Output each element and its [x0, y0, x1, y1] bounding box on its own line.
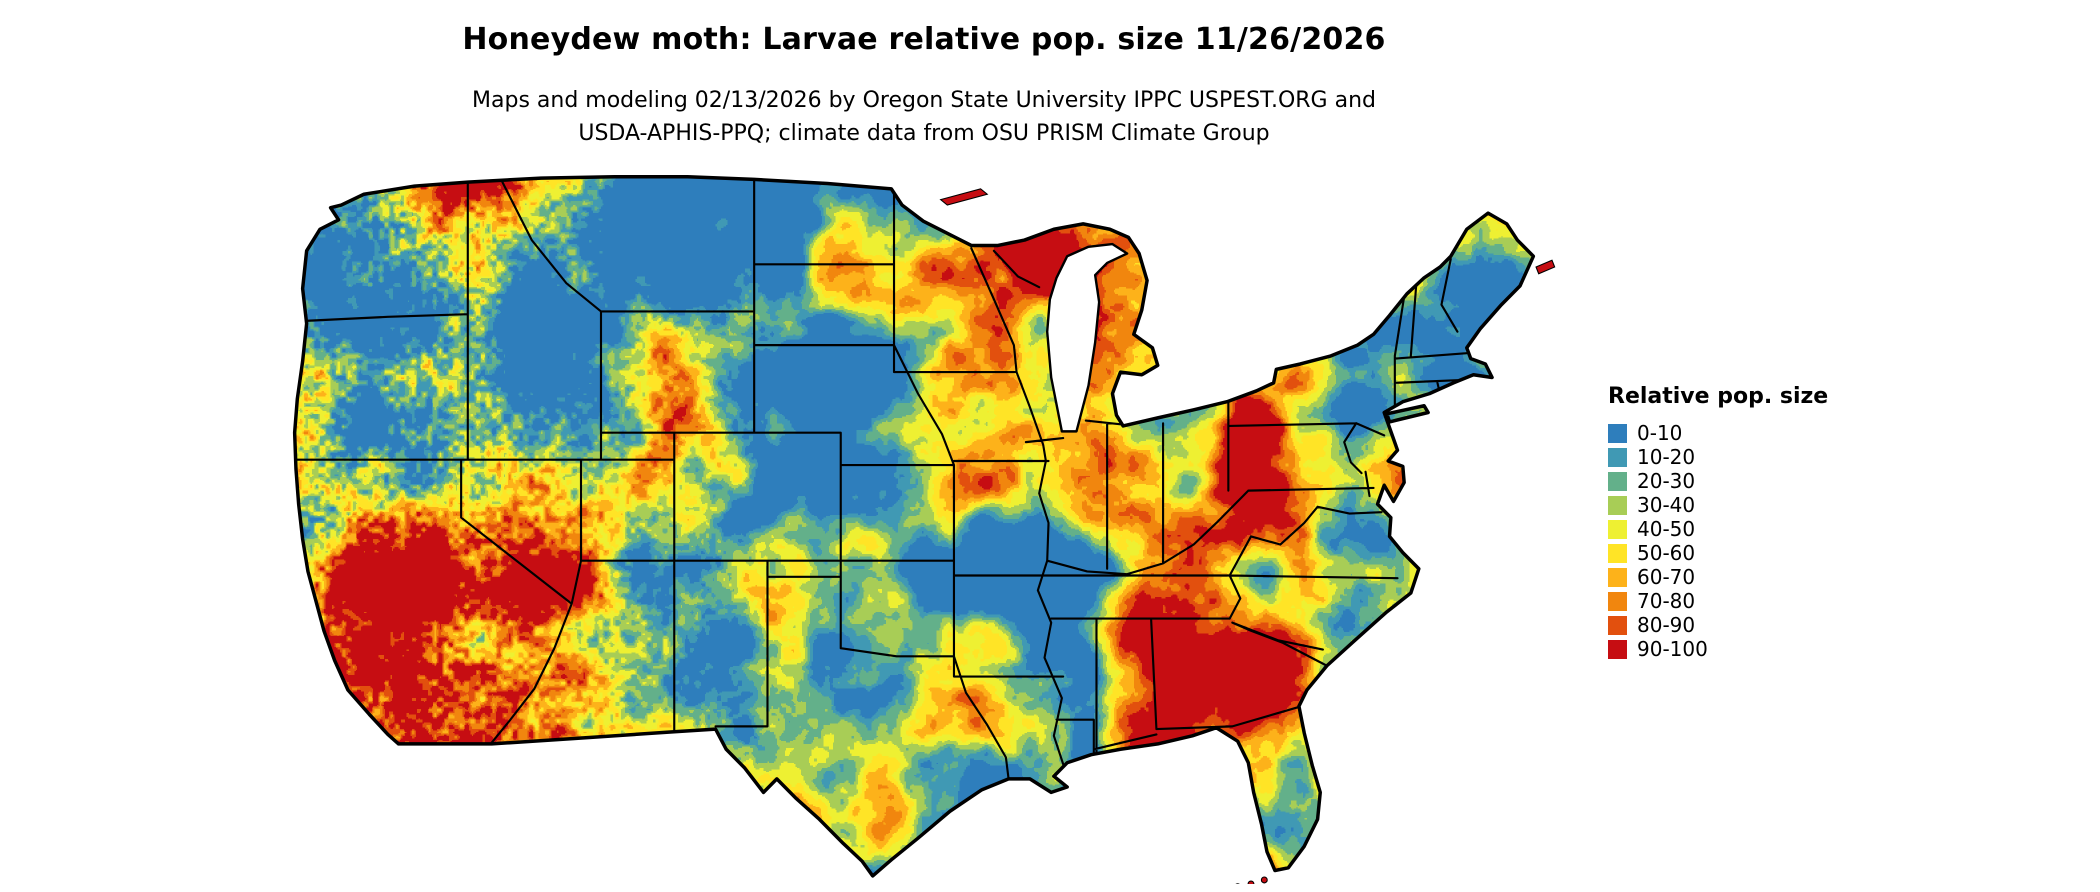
figure-subtitle-line2: USDA-APHIS-PPQ; climate data from OSU PR… — [578, 121, 1270, 146]
legend-swatch — [1608, 519, 1627, 539]
legend-swatch — [1608, 423, 1627, 443]
legend-label: 70-80 — [1637, 589, 1696, 613]
legend: Relative pop. size 0-10 10-20 20-30 30-40 40… — [1608, 384, 1828, 661]
legend-item: 50-60 — [1608, 541, 1828, 565]
legend-items: 0-10 10-20 20-30 30-40 40-50 50-60 60-70 70-80 8… — [1608, 421, 1828, 661]
legend-label: 0-10 — [1637, 421, 1683, 445]
florida-keys-fragment — [1235, 876, 1268, 884]
legend-item: 40-50 — [1608, 517, 1828, 541]
us-outline — [292, 174, 1536, 878]
legend-label: 10-20 — [1637, 445, 1696, 469]
legend-title: Relative pop. size — [1608, 384, 1829, 409]
isle-royale-fragment — [939, 188, 989, 206]
legend-label: 40-50 — [1637, 517, 1696, 541]
legend-item: 10-20 — [1608, 445, 1828, 469]
legend-label: 50-60 — [1637, 541, 1696, 565]
legend-swatch — [1608, 639, 1627, 659]
legend-item: 20-30 — [1608, 469, 1828, 493]
us-map-svg — [292, 174, 1556, 884]
legend-swatch — [1608, 543, 1627, 563]
legend-label: 90-100 — [1637, 637, 1708, 661]
lake-michigan — [1045, 242, 1129, 433]
legend-swatch — [1608, 471, 1627, 491]
legend-label: 20-30 — [1637, 469, 1696, 493]
population-raster — [294, 176, 1534, 876]
legend-label: 80-90 — [1637, 613, 1696, 637]
legend-item: 0-10 — [1608, 421, 1828, 445]
us-map — [268, 170, 1560, 884]
legend-item: 70-80 — [1608, 589, 1828, 613]
legend-item: 60-70 — [1608, 565, 1828, 589]
legend-swatch — [1608, 447, 1627, 467]
legend-item: 30-40 — [1608, 493, 1828, 517]
legend-swatch — [1608, 495, 1627, 515]
legend-swatch — [1608, 591, 1627, 611]
legend-swatch — [1608, 615, 1627, 635]
maine-coast-fragment — [1535, 259, 1556, 275]
legend-label: 60-70 — [1637, 565, 1696, 589]
legend-item: 90-100 — [1608, 637, 1828, 661]
figure-title: Honeydew moth: Larvae relative pop. size… — [462, 22, 1386, 57]
figure-subtitle: Maps and modeling 02/13/2026 by Oregon S… — [0, 84, 1848, 150]
figure-subtitle-line1: Maps and modeling 02/13/2026 by Oregon S… — [472, 88, 1376, 113]
legend-swatch — [1608, 567, 1627, 587]
legend-label: 30-40 — [1637, 493, 1696, 517]
legend-item: 80-90 — [1608, 613, 1828, 637]
